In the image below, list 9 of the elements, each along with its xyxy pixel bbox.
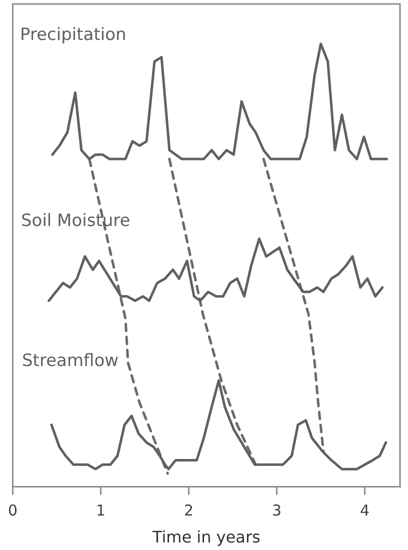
x-tick-label: 0 <box>8 502 18 520</box>
x-tick-label: 2 <box>184 502 194 520</box>
x-axis-title: Time in years <box>151 528 260 547</box>
x-tick-label: 1 <box>96 502 106 520</box>
text: Soil Moisture <box>21 211 130 231</box>
x-tick-label: 3 <box>272 502 282 520</box>
x-tick-label: 4 <box>360 502 370 520</box>
series-label: Precipitation <box>20 25 126 45</box>
text: Streamflow <box>22 351 119 371</box>
